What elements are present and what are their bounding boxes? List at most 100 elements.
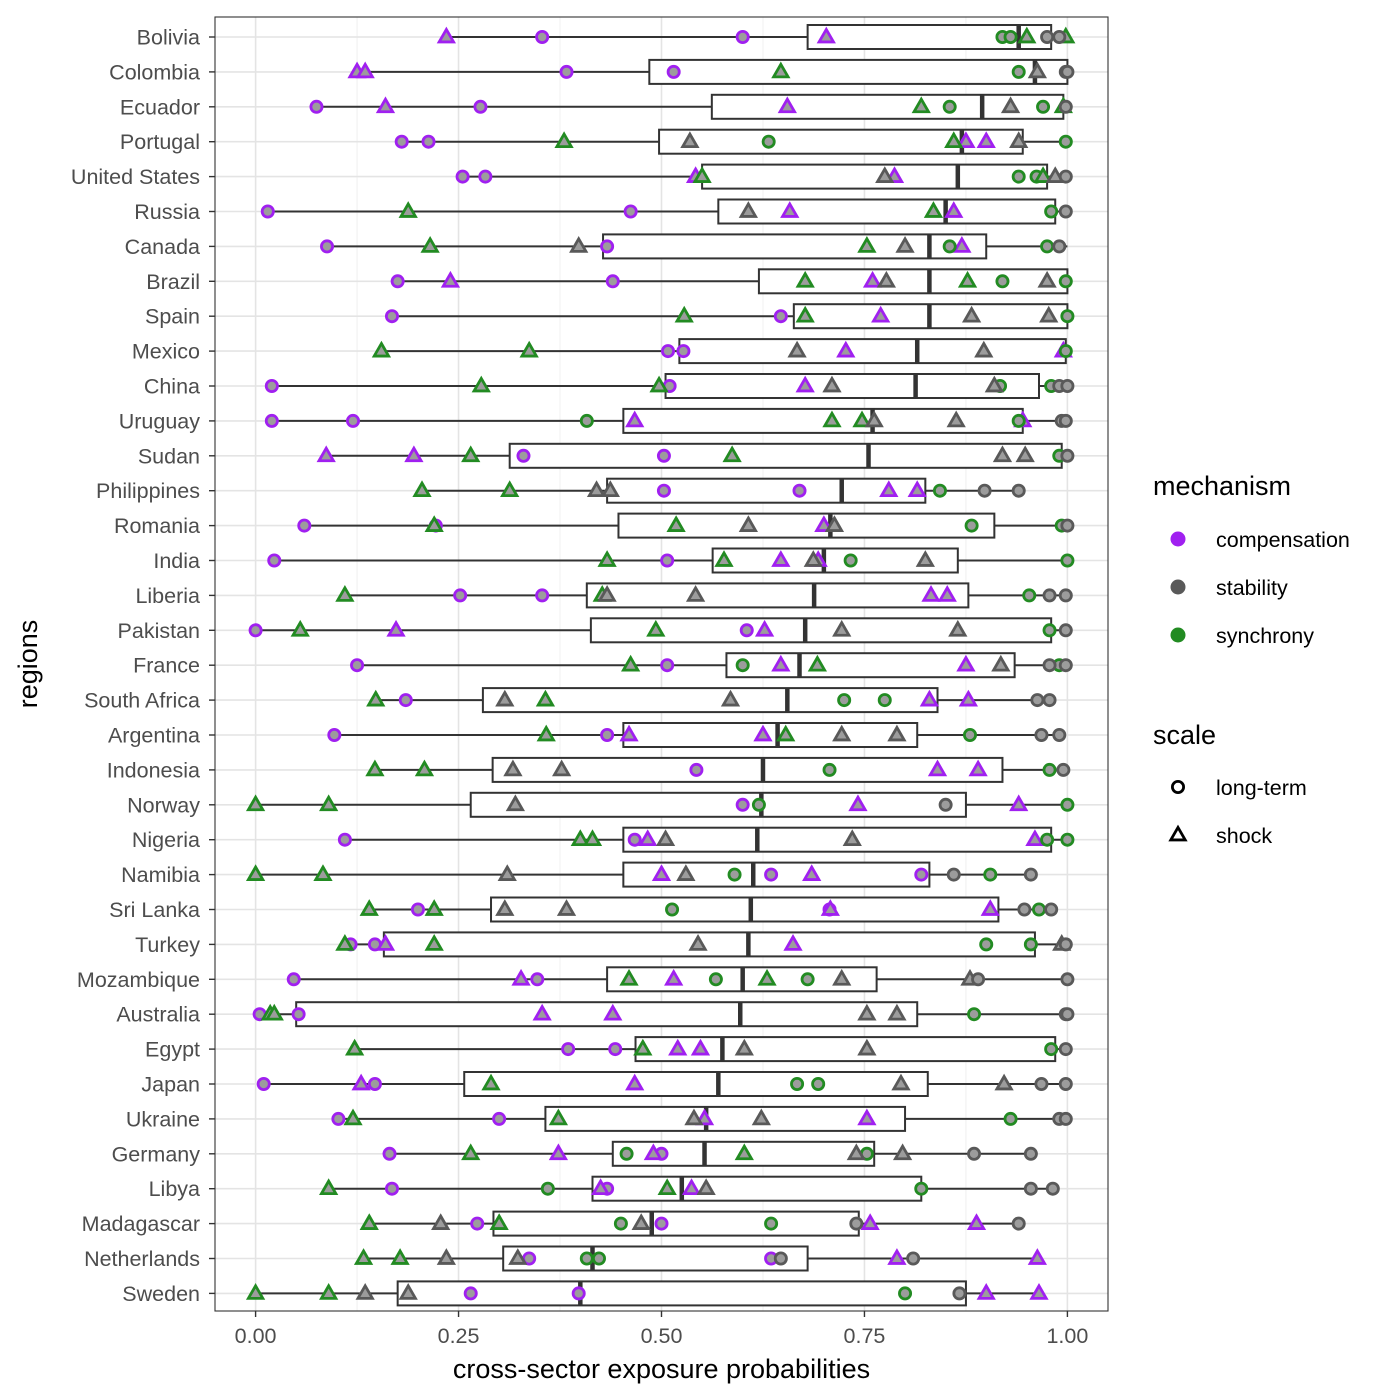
- point-compensation-shock: [511, 968, 531, 986]
- point-synchrony-shock: [319, 1282, 339, 1300]
- point-synchrony-shock: [264, 1003, 284, 1021]
- point-compensation-shock: [860, 1213, 880, 1230]
- point-compensation-long-term: [260, 204, 275, 219]
- point-synchrony-long-term: [1040, 239, 1055, 254]
- legend-key-stability: [1170, 579, 1186, 595]
- point-stability-shock: [696, 1178, 716, 1196]
- point-stability-shock: [892, 1143, 913, 1161]
- point-compensation-shock: [980, 899, 1000, 916]
- point-synchrony-long-term: [751, 797, 766, 812]
- point-compensation-long-term: [398, 693, 413, 708]
- y-tick-label: Colombia: [109, 60, 200, 84]
- boxplot-south-africa: [373, 687, 1052, 714]
- point-compensation-long-term: [367, 1077, 382, 1092]
- boxplot-norway: [255, 791, 1068, 818]
- point-compensation-shock: [777, 96, 797, 114]
- point-synchrony-shock: [481, 1073, 501, 1091]
- x-axis-title: cross-sector exposure probabilities: [453, 1354, 870, 1384]
- point-stability-shock: [680, 131, 700, 149]
- point-stability-shock: [569, 235, 589, 253]
- point-synchrony-long-term: [764, 1216, 779, 1231]
- point-compensation-long-term: [350, 658, 365, 673]
- point-stability-shock: [600, 480, 620, 498]
- point-stability-long-term: [1011, 1216, 1026, 1231]
- point-compensation-long-term: [384, 309, 399, 324]
- point-compensation-long-term: [470, 1216, 485, 1231]
- point-synchrony-long-term: [727, 867, 742, 882]
- point-compensation-shock: [664, 968, 684, 986]
- y-tick-label: Netherlands: [84, 1247, 200, 1271]
- point-compensation-shock: [355, 61, 375, 79]
- point-synchrony-long-term: [962, 728, 977, 743]
- box: [295, 1001, 919, 1028]
- y-tick-label: Uruguay: [119, 409, 201, 433]
- point-compensation-long-term: [535, 29, 550, 44]
- point-stability-long-term: [1058, 623, 1073, 638]
- point-synchrony-shock: [290, 619, 310, 637]
- point-synchrony-shock: [570, 829, 590, 847]
- point-compensation-long-term: [676, 344, 691, 359]
- point-compensation-shock: [548, 1143, 569, 1161]
- point-compensation-long-term: [473, 99, 488, 114]
- legend-key-long-term: [1171, 780, 1186, 795]
- point-compensation-long-term: [327, 728, 342, 743]
- boxplot-argentina: [334, 722, 1060, 748]
- point-compensation-long-term: [267, 553, 282, 568]
- point-synchrony-shock: [335, 584, 355, 602]
- point-compensation-long-term: [320, 239, 335, 254]
- point-synchrony-shock: [674, 305, 694, 323]
- point-stability-shock: [895, 235, 915, 253]
- point-synchrony-shock: [657, 1178, 677, 1196]
- legend-key-compensation: [1170, 531, 1186, 547]
- point-compensation-shock: [638, 829, 658, 847]
- point-compensation-long-term: [656, 483, 671, 498]
- point-stability-long-term: [849, 1216, 864, 1231]
- point-synchrony-shock: [536, 724, 556, 742]
- y-tick-label: Bolivia: [137, 26, 200, 50]
- box: [711, 547, 959, 574]
- point-synchrony-shock: [852, 410, 872, 428]
- point-compensation-long-term: [773, 309, 788, 324]
- point-compensation-shock: [619, 724, 639, 742]
- point-stability-long-term: [1060, 378, 1075, 393]
- point-compensation-shock: [919, 689, 940, 707]
- point-compensation-long-term: [627, 832, 642, 847]
- point-stability-shock: [1045, 166, 1065, 183]
- point-synchrony-long-term: [942, 99, 957, 114]
- y-tick-label: France: [133, 654, 200, 678]
- point-synchrony-long-term: [1058, 274, 1073, 289]
- point-compensation-shock: [887, 1248, 907, 1265]
- point-compensation-long-term: [654, 1216, 669, 1231]
- point-synchrony-long-term: [1060, 553, 1075, 568]
- point-synchrony-long-term: [964, 518, 979, 533]
- point-compensation-long-term: [478, 169, 493, 184]
- point-synchrony-long-term: [967, 1007, 982, 1022]
- y-tick-label: Philippines: [96, 479, 200, 503]
- point-synchrony-shock: [795, 305, 815, 323]
- box: [469, 791, 967, 818]
- point-stability-long-term: [1058, 658, 1073, 673]
- y-tick-label: Pakistan: [118, 619, 200, 643]
- point-synchrony-shock: [957, 270, 978, 288]
- point-stability-shock: [787, 340, 807, 358]
- legend-label-shock: shock: [1216, 824, 1272, 848]
- point-stability-shock: [738, 201, 759, 218]
- point-synchrony-shock: [461, 1143, 481, 1161]
- point-compensation-long-term: [337, 832, 352, 847]
- point-stability-shock: [857, 1038, 877, 1056]
- point-stability-long-term: [1011, 483, 1026, 498]
- y-tick-label: Portugal: [120, 130, 200, 154]
- point-stability-shock: [891, 1073, 911, 1091]
- point-synchrony-long-term: [1003, 29, 1018, 44]
- point-stability-shock: [720, 689, 741, 707]
- box: [492, 1210, 860, 1237]
- point-synchrony-shock: [344, 1038, 365, 1056]
- x-axis: 0.00 0.25 0.50 0.75 1.00: [235, 1311, 1088, 1348]
- point-synchrony-shock: [420, 235, 440, 253]
- y-tick-label: Libya: [149, 1177, 200, 1201]
- point-stability-shock: [556, 899, 577, 916]
- point-synchrony-shock: [359, 1213, 379, 1230]
- point-compensation-long-term: [455, 169, 470, 184]
- box: [585, 582, 970, 609]
- point-compensation-shock: [862, 270, 883, 288]
